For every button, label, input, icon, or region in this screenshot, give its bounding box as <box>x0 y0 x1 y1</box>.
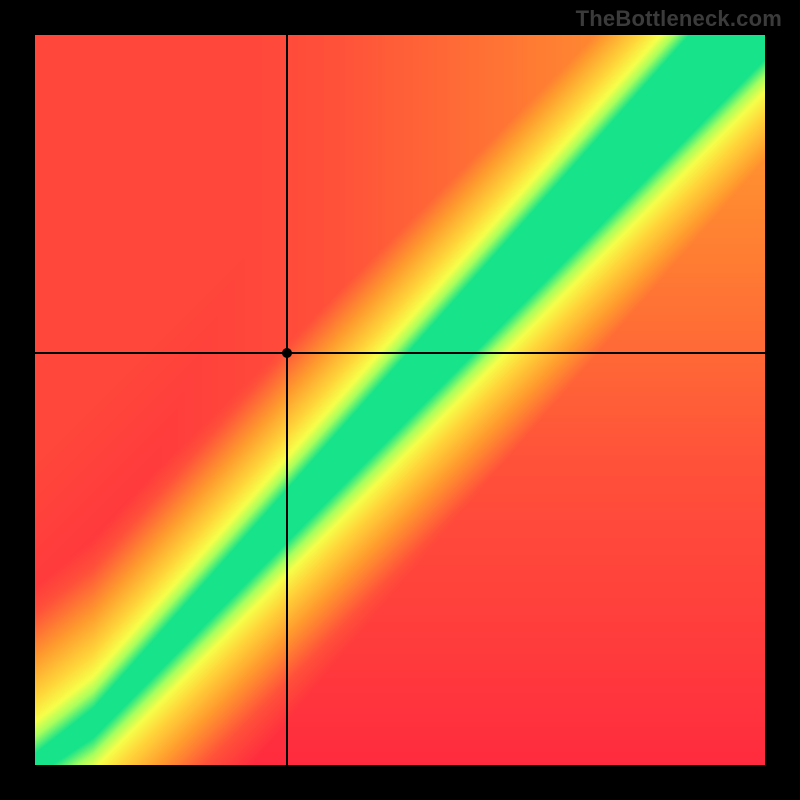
chart-frame: TheBottleneck.com <box>0 0 800 800</box>
crosshair-horizontal <box>35 352 765 354</box>
plot-area <box>35 35 765 765</box>
bottleneck-heatmap <box>35 35 765 765</box>
watermark-text: TheBottleneck.com <box>576 6 782 32</box>
crosshair-vertical <box>286 35 288 765</box>
crosshair-dot <box>282 348 292 358</box>
